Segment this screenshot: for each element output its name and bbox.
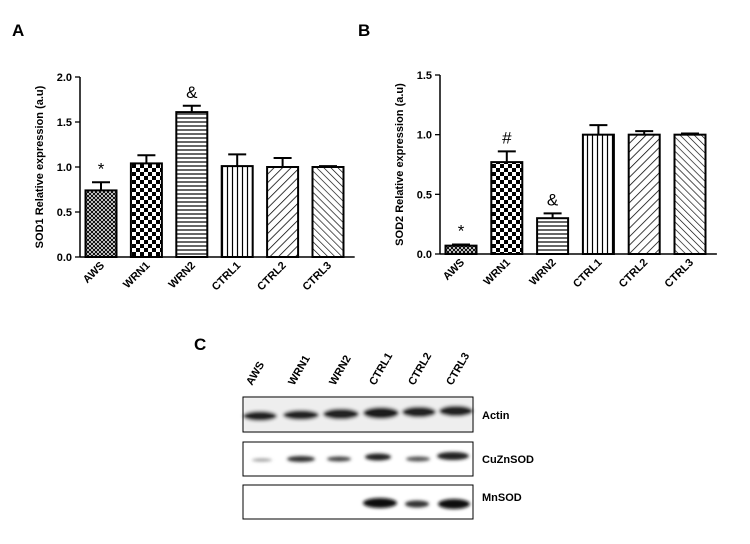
lane-label: AWS (244, 360, 267, 388)
y-tick-label: 2.0 (57, 72, 72, 84)
lane-label: CTRL2 (406, 351, 434, 388)
blot-frame (242, 396, 474, 433)
panel-label: B (358, 21, 370, 40)
x-tick-label: WRN1 (482, 257, 513, 288)
lane-label: CTRL1 (367, 351, 395, 388)
bar (220, 165, 254, 259)
x-tick-label: CTRL3 (663, 257, 697, 291)
y-tick-label: 0.5 (57, 207, 72, 219)
bar (266, 166, 300, 258)
annotation: * (458, 221, 465, 240)
y-axis-label: SOD1 Relative expression (a.u) (34, 85, 46, 248)
y-tick-label: 1.0 (417, 130, 432, 142)
x-tick-label: CTRL1 (210, 260, 244, 294)
bar (581, 133, 615, 256)
blot (243, 397, 473, 509)
x-tick-label: CTRL1 (571, 257, 605, 291)
y-axis-label: SOD2 Relative expression (a.u) (394, 83, 406, 246)
x-tick-label: CTRL2 (617, 257, 651, 291)
annotation: & (186, 83, 198, 102)
y-tick-label: 0.0 (417, 249, 432, 261)
lane-label: WRN2 (327, 353, 354, 387)
bar (311, 166, 345, 258)
bar (673, 133, 707, 256)
panel-label: C (194, 335, 206, 354)
row-label: MnSOD (482, 492, 522, 504)
y-tick-label: 1.0 (57, 162, 72, 174)
lane-label: WRN1 (286, 353, 313, 387)
bar (129, 162, 163, 258)
y-tick-label: 0.5 (417, 189, 432, 201)
x-tick-label: WRN2 (167, 260, 198, 291)
annotation: & (547, 190, 559, 209)
x-tick-label: CTRL3 (301, 260, 335, 294)
blot-frame (242, 484, 474, 520)
blot-frame (242, 441, 474, 477)
x-tick-label: AWS (81, 260, 107, 286)
bar (627, 133, 661, 256)
bar (444, 244, 478, 256)
x-tick-label: WRN1 (121, 260, 152, 291)
bar (536, 217, 570, 255)
bar (490, 161, 524, 255)
x-tick-label: AWS (441, 257, 467, 283)
panel-label: A (12, 21, 24, 40)
x-tick-label: CTRL2 (255, 260, 289, 294)
annotation: * (98, 159, 105, 178)
y-tick-label: 0.0 (57, 252, 72, 264)
y-tick-label: 1.5 (417, 70, 432, 82)
row-label: Actin (482, 410, 510, 422)
lane-label: CTRL3 (444, 351, 472, 388)
row-label: CuZnSOD (482, 454, 534, 466)
y-tick-label: 1.5 (57, 117, 72, 129)
annotation: # (502, 128, 512, 147)
bar (84, 189, 118, 258)
x-tick-label: WRN2 (527, 257, 558, 288)
bar (175, 111, 209, 258)
